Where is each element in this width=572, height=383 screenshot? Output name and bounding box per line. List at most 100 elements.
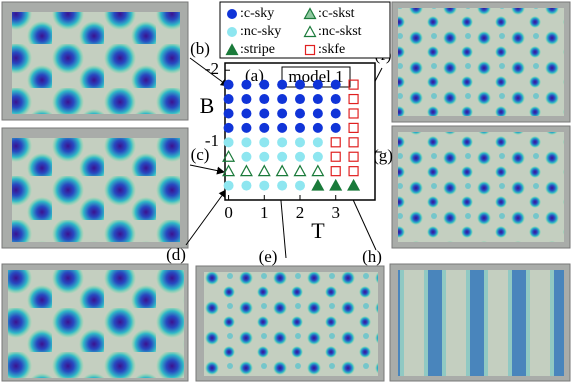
snapshot-g xyxy=(391,125,571,249)
point xyxy=(348,79,359,90)
point xyxy=(223,180,234,191)
panel-label: (a) xyxy=(245,66,264,85)
point xyxy=(347,178,361,191)
snapshot-labels: (b)(c)(d)(e)(f)(g)(h) xyxy=(166,39,393,266)
point xyxy=(293,164,307,177)
point xyxy=(277,94,288,105)
point xyxy=(295,180,305,191)
point xyxy=(277,122,288,133)
legend-label: :stripe xyxy=(240,42,275,57)
point xyxy=(259,180,270,191)
point xyxy=(330,108,341,119)
legend-marker xyxy=(227,27,237,37)
snapshot-label: (h) xyxy=(362,247,382,266)
point xyxy=(277,137,288,148)
point xyxy=(295,122,305,133)
arrow xyxy=(185,189,227,246)
y-tick-label: -1 xyxy=(205,131,219,150)
point xyxy=(241,108,252,119)
legend-label: :skfe xyxy=(318,42,345,57)
legend-marker xyxy=(304,44,316,56)
snapshot-label: (g) xyxy=(373,146,393,165)
point xyxy=(259,79,270,90)
point xyxy=(330,94,341,105)
point xyxy=(241,122,252,133)
point xyxy=(241,137,252,148)
legend-label: :nc-sky xyxy=(240,24,281,39)
point xyxy=(312,79,323,90)
point xyxy=(295,108,305,119)
snapshot-e xyxy=(195,265,385,382)
point xyxy=(222,164,236,177)
point xyxy=(223,79,234,90)
point xyxy=(312,137,323,148)
point xyxy=(330,166,341,177)
point xyxy=(330,137,341,148)
point xyxy=(312,122,323,133)
point xyxy=(312,151,323,162)
arrow xyxy=(189,57,229,87)
legend-marker xyxy=(227,9,237,19)
point xyxy=(223,94,234,105)
point xyxy=(295,151,305,162)
y-tick-label: -2 xyxy=(205,59,219,78)
x-tick-label: 2 xyxy=(296,203,305,222)
point xyxy=(348,137,359,148)
point xyxy=(239,164,253,177)
point xyxy=(277,79,288,90)
point xyxy=(257,164,271,177)
x-tick-label: 3 xyxy=(331,203,340,222)
point xyxy=(277,151,288,162)
snapshot-label: (d) xyxy=(166,245,186,264)
point xyxy=(259,151,270,162)
point xyxy=(295,137,305,148)
point xyxy=(277,180,288,191)
point xyxy=(259,122,270,133)
arrow xyxy=(189,164,225,175)
point xyxy=(241,151,252,162)
point xyxy=(259,94,270,105)
snapshot-label: (b) xyxy=(190,39,210,58)
point xyxy=(311,164,325,177)
point xyxy=(223,122,234,133)
point xyxy=(241,180,252,191)
point xyxy=(223,137,234,148)
point xyxy=(295,79,305,90)
snapshot-label: (e) xyxy=(259,247,278,266)
snapshot-h xyxy=(389,263,571,382)
point xyxy=(348,108,359,119)
point xyxy=(312,94,323,105)
point xyxy=(275,164,289,177)
point xyxy=(312,108,323,119)
snapshot-c xyxy=(1,127,189,249)
point xyxy=(277,108,288,119)
legend-marker xyxy=(303,25,317,38)
point xyxy=(311,178,325,191)
snapshot-d xyxy=(1,263,189,382)
point xyxy=(222,149,236,162)
point xyxy=(241,94,252,105)
point xyxy=(348,166,359,177)
y-axis-label: B xyxy=(200,93,215,118)
point xyxy=(259,137,270,148)
point xyxy=(348,122,359,133)
snapshot-b xyxy=(1,1,189,121)
legend-marker xyxy=(303,7,317,20)
point xyxy=(330,151,341,162)
point xyxy=(223,108,234,119)
legend-label: :nc-skst xyxy=(318,24,362,39)
snapshot-label: (c) xyxy=(191,145,210,164)
x-tick-label: 1 xyxy=(260,203,269,222)
point xyxy=(348,151,359,162)
legend-label: :c-sky xyxy=(240,6,274,21)
point xyxy=(330,79,341,90)
point xyxy=(329,178,343,191)
point xyxy=(241,79,252,90)
x-axis-label: T xyxy=(311,218,325,243)
legend-marker xyxy=(225,43,239,56)
point xyxy=(330,122,341,133)
x-tick-label: 0 xyxy=(224,203,233,222)
legend-label: :c-skst xyxy=(318,6,355,21)
